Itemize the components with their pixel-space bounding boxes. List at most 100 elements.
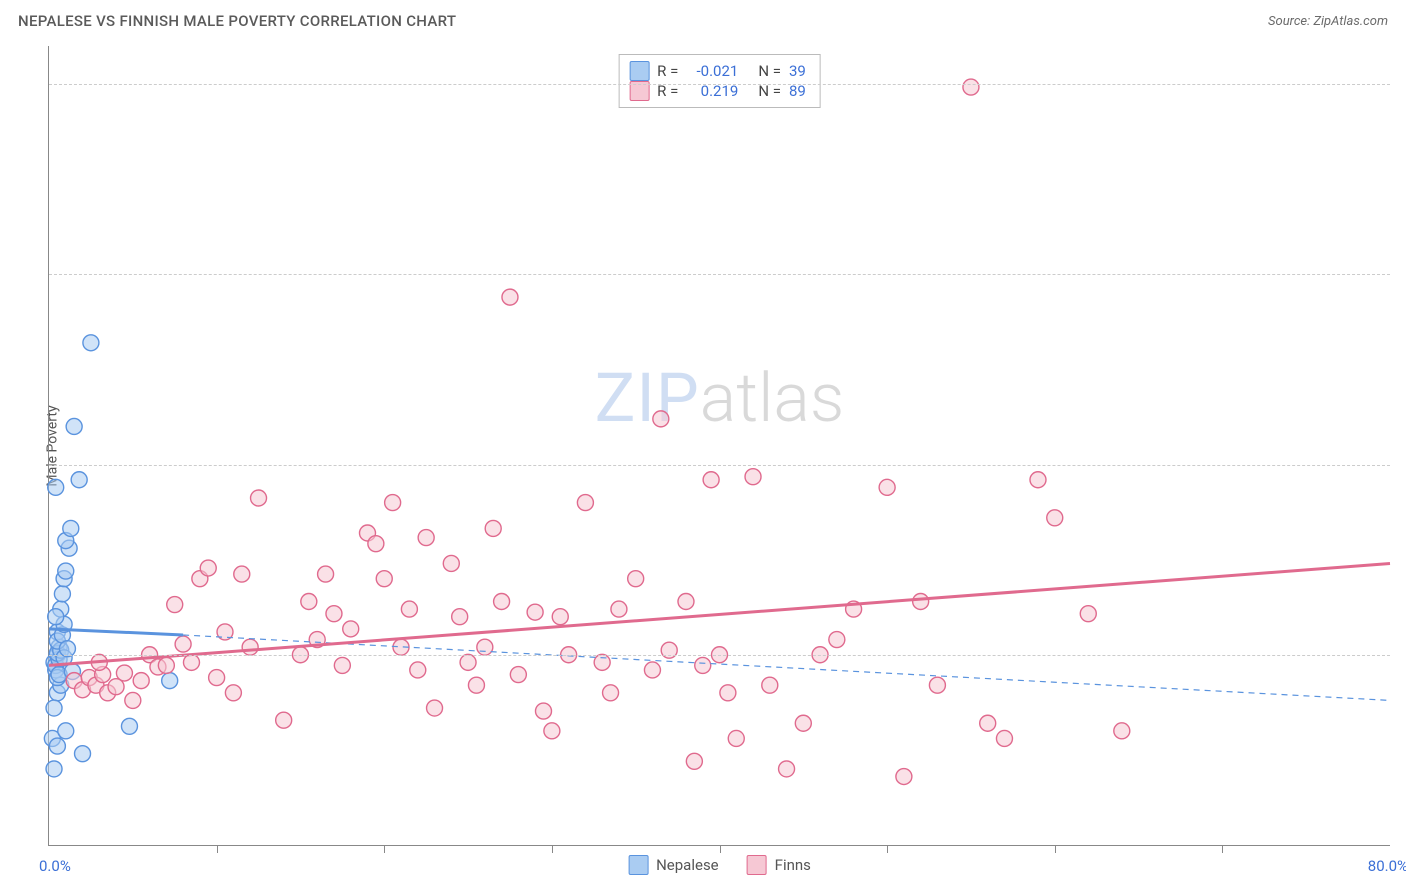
legend-row: R =-0.021N =39 (629, 61, 806, 81)
data-point (628, 571, 644, 587)
legend-item: Nepalese (628, 855, 719, 875)
data-point (611, 601, 627, 617)
data-point (58, 563, 74, 579)
data-point (577, 495, 593, 511)
data-point (745, 469, 761, 485)
data-point (46, 761, 62, 777)
data-point (121, 718, 137, 734)
scatter-svg (49, 46, 1390, 845)
data-point (48, 479, 64, 495)
data-point (125, 692, 141, 708)
legend-swatch (747, 855, 767, 875)
data-point (1047, 510, 1063, 526)
x-axis-min-label: 0.0% (39, 857, 71, 875)
data-point (133, 673, 149, 689)
data-point (46, 700, 62, 716)
x-tick (552, 845, 553, 853)
data-point (452, 609, 468, 625)
data-point (829, 632, 845, 648)
data-point (401, 601, 417, 617)
data-point (63, 520, 79, 536)
data-point (49, 738, 65, 754)
x-tick (1055, 845, 1056, 853)
chart-plot-area: ZIPatlas R =-0.021N =39R =0.219N =89 Nep… (48, 46, 1390, 846)
x-tick (217, 845, 218, 853)
data-point (83, 335, 99, 351)
chart-header: NEPALESE VS FINNISH MALE POVERTY CORRELA… (0, 0, 1406, 38)
legend-swatch (629, 61, 649, 81)
data-point (251, 490, 267, 506)
data-point (720, 685, 736, 701)
legend-swatch (628, 855, 648, 875)
data-point (334, 657, 350, 673)
data-point (728, 730, 744, 746)
gridline (49, 655, 1390, 656)
data-point (71, 472, 87, 488)
data-point (200, 560, 216, 576)
data-point (175, 636, 191, 652)
legend-n-label: N = (758, 62, 781, 80)
chart-title: NEPALESE VS FINNISH MALE POVERTY CORRELA… (18, 12, 456, 30)
data-point (795, 715, 811, 731)
data-point (703, 472, 719, 488)
data-point (209, 670, 225, 686)
legend-r-label: R = (657, 62, 678, 80)
data-point (527, 604, 543, 620)
trend-line-projection (183, 635, 1390, 700)
data-point (242, 639, 258, 655)
data-point (653, 411, 669, 427)
gridline (49, 274, 1390, 275)
data-point (1114, 723, 1130, 739)
data-point (326, 606, 342, 622)
data-point (48, 609, 64, 625)
data-point (167, 597, 183, 613)
data-point (368, 536, 384, 552)
x-tick (720, 845, 721, 853)
x-tick (384, 845, 385, 853)
data-point (477, 639, 493, 655)
data-point (644, 662, 660, 678)
data-point (468, 677, 484, 693)
correlation-legend: R =-0.021N =39R =0.219N =89 (618, 54, 821, 108)
legend-r-value: -0.021 (686, 62, 738, 80)
data-point (1080, 606, 1096, 622)
x-tick (887, 845, 888, 853)
legend-item: Finns (747, 855, 811, 875)
data-point (162, 673, 178, 689)
data-point (116, 665, 132, 681)
data-point (385, 495, 401, 511)
gridline (49, 465, 1390, 466)
legend-series-name: Finns (775, 856, 811, 874)
data-point (686, 753, 702, 769)
data-point (58, 723, 74, 739)
y-tick-label: 12.5% (1396, 646, 1406, 664)
data-point (66, 418, 82, 434)
data-point (234, 566, 250, 582)
data-point (510, 667, 526, 683)
series-legend: Nepalese Finns (628, 855, 811, 875)
y-tick-label: 37.5% (1396, 265, 1406, 283)
data-point (183, 654, 199, 670)
data-point (929, 677, 945, 693)
data-point (552, 609, 568, 625)
data-point (301, 593, 317, 609)
data-point (996, 730, 1012, 746)
data-point (494, 593, 510, 609)
data-point (318, 566, 334, 582)
data-point (276, 712, 292, 728)
data-point (75, 746, 91, 762)
data-point (158, 657, 174, 673)
data-point (535, 703, 551, 719)
x-tick (1222, 845, 1223, 853)
data-point (418, 530, 434, 546)
data-point (695, 657, 711, 673)
data-point (980, 715, 996, 731)
data-point (963, 79, 979, 95)
data-point (896, 769, 912, 785)
data-point (913, 593, 929, 609)
y-tick-label: 50.0% (1396, 75, 1406, 93)
data-point (54, 586, 70, 602)
x-axis-max-label: 80.0% (1368, 857, 1406, 875)
data-point (460, 654, 476, 670)
data-point (594, 654, 610, 670)
